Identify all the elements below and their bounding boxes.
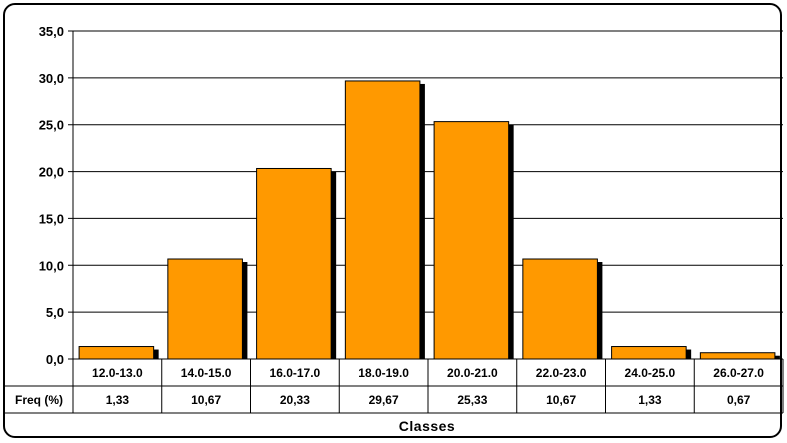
data-label: 25,33 [457, 393, 487, 407]
bars [78, 80, 780, 360]
y-tick-label: 10,0 [39, 258, 64, 273]
x-category-label: 20.0-21.0 [447, 366, 498, 380]
bar [344, 80, 421, 360]
y-tick-label: 30,0 [39, 71, 64, 86]
bar [78, 346, 155, 360]
data-table: 12.0-13.0 1,33 14.0-15.0 10,67 16.0-17.0 20,3… [5, 358, 784, 414]
x-category-label: 18.0-19.0 [358, 366, 409, 380]
bar [611, 346, 687, 360]
y-tick-label: 15,0 [39, 211, 64, 226]
data-label: 0,67 [727, 393, 751, 407]
x-category-label: 14.0-15.0 [181, 366, 232, 380]
y-tick-label: 25,0 [39, 118, 64, 133]
y-tick-label: 0,0 [46, 352, 64, 367]
data-label: 1,33 [106, 393, 130, 407]
x-category-label: 12.0-13.0 [92, 366, 143, 380]
data-label: 10,67 [546, 393, 576, 407]
x-category-label: 24.0-25.0 [625, 366, 676, 380]
x-category-label: 16.0-17.0 [270, 366, 321, 380]
y-tick-label: 20,0 [39, 165, 64, 180]
bar [167, 258, 243, 360]
y-tick-label: 5,0 [46, 305, 64, 320]
bar [522, 258, 598, 360]
data-label: 10,67 [191, 393, 221, 407]
data-label: 29,67 [369, 393, 399, 407]
x-category-label: 22.0-23.0 [536, 366, 587, 380]
data-label: 1,33 [638, 393, 662, 407]
axes: 0,0 5,0 10,0 15,0 20,0 25,0 30,0 35,0 [39, 24, 74, 413]
y-tick-label: 35,0 [39, 24, 64, 39]
data-label: 20,33 [280, 393, 310, 407]
x-axis-label: Classes [399, 418, 455, 434]
table-row-label: Freq (%) [15, 393, 63, 407]
bar [256, 167, 332, 360]
x-category-label: 26.0-27.0 [713, 366, 764, 380]
bar [699, 352, 776, 360]
bar [433, 121, 510, 360]
